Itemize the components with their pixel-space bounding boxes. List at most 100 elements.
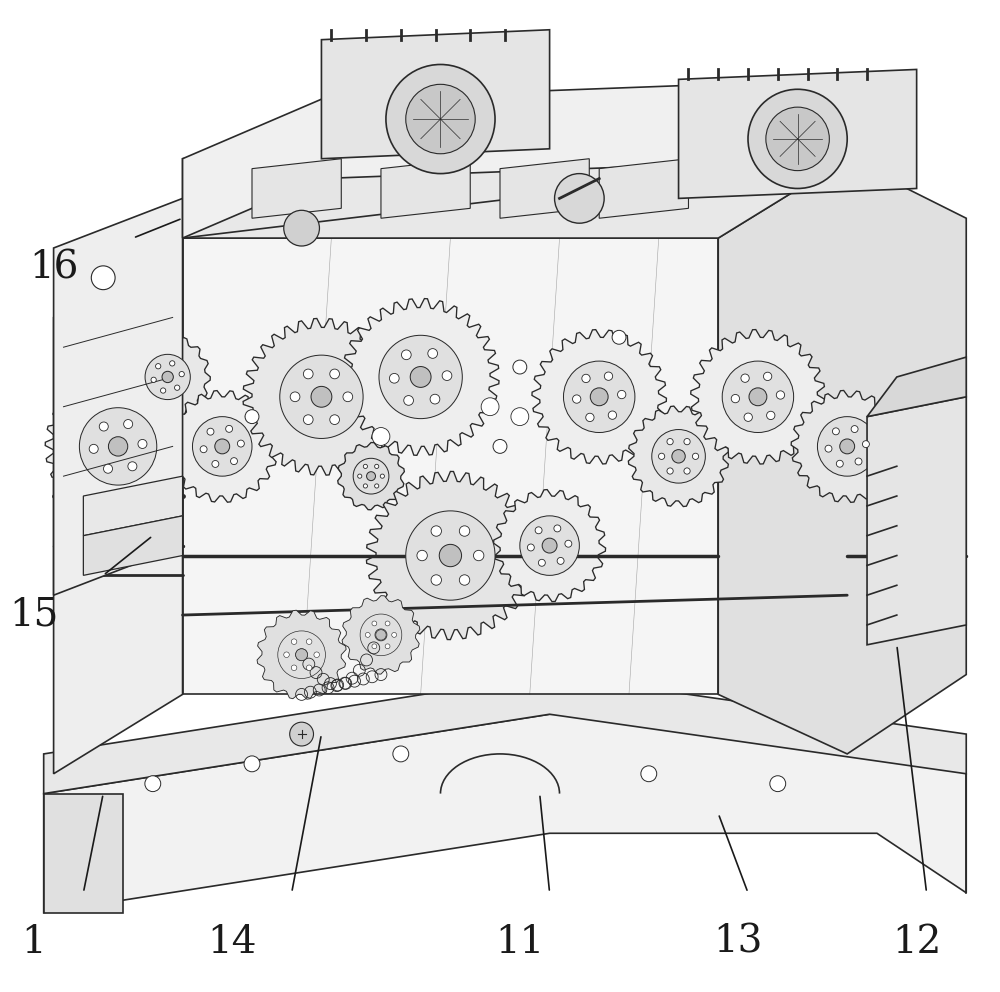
Circle shape [459,526,470,537]
Circle shape [840,438,855,454]
Circle shape [226,426,233,433]
Circle shape [417,551,427,560]
Circle shape [439,545,462,566]
Polygon shape [342,595,420,675]
Circle shape [358,474,362,478]
Circle shape [473,551,484,560]
Circle shape [365,633,370,637]
Circle shape [89,444,98,453]
Circle shape [493,439,507,453]
Polygon shape [44,714,966,913]
Circle shape [372,621,377,626]
Polygon shape [867,357,966,417]
Circle shape [372,644,377,649]
Circle shape [314,652,319,658]
Text: 15: 15 [9,596,58,634]
Polygon shape [183,79,847,238]
Circle shape [513,360,527,374]
Circle shape [431,526,441,537]
Circle shape [306,665,312,671]
Polygon shape [83,516,183,575]
Text: 12: 12 [892,924,941,961]
Polygon shape [366,471,534,640]
Polygon shape [83,476,183,536]
Polygon shape [44,675,966,794]
Circle shape [511,408,529,426]
Text: 11: 11 [495,924,544,961]
Circle shape [692,453,699,459]
Polygon shape [628,406,729,507]
Circle shape [749,388,767,406]
Circle shape [175,385,180,390]
Circle shape [431,574,441,585]
Circle shape [684,468,690,474]
Circle shape [555,174,604,223]
Circle shape [612,330,626,344]
Polygon shape [183,79,847,238]
Circle shape [608,411,617,420]
Polygon shape [691,329,825,464]
Circle shape [353,458,389,494]
Circle shape [280,355,363,438]
Circle shape [179,371,184,377]
Polygon shape [125,334,210,420]
Circle shape [245,410,259,424]
Circle shape [672,449,685,463]
Text: 1: 1 [21,924,46,961]
Circle shape [770,776,786,792]
Polygon shape [500,159,589,218]
Polygon shape [679,69,917,198]
Circle shape [212,460,219,467]
Circle shape [582,374,590,383]
Circle shape [290,722,314,746]
Circle shape [296,649,308,661]
Circle shape [284,210,319,246]
Polygon shape [54,198,183,595]
Circle shape [741,374,749,382]
Circle shape [215,438,230,454]
Circle shape [363,484,367,488]
Circle shape [542,538,557,554]
Circle shape [586,414,594,422]
Circle shape [618,391,626,399]
Circle shape [406,84,475,154]
Circle shape [145,776,161,792]
Circle shape [573,395,581,403]
Polygon shape [321,30,550,159]
Circle shape [290,392,300,402]
Circle shape [401,350,411,360]
Circle shape [744,413,752,422]
Circle shape [360,614,402,656]
Circle shape [520,516,579,575]
Circle shape [766,107,829,171]
Circle shape [684,438,690,444]
Circle shape [237,440,244,447]
Circle shape [767,412,775,420]
Circle shape [303,415,313,425]
Circle shape [103,464,113,473]
Circle shape [303,369,313,379]
Circle shape [404,396,413,406]
Circle shape [851,426,858,433]
Circle shape [375,464,379,468]
Circle shape [128,462,137,471]
Circle shape [652,430,705,483]
Circle shape [825,445,832,452]
Circle shape [538,559,545,566]
Polygon shape [243,318,400,475]
Polygon shape [342,299,499,455]
Circle shape [162,371,173,383]
Circle shape [367,471,376,480]
Circle shape [124,420,133,429]
Circle shape [406,511,495,600]
Circle shape [156,364,161,369]
Circle shape [379,335,462,419]
Circle shape [459,574,470,585]
Circle shape [363,464,367,468]
Circle shape [278,631,325,679]
Polygon shape [494,490,606,601]
Circle shape [590,388,608,406]
Polygon shape [532,329,666,464]
Circle shape [79,408,157,485]
Circle shape [386,64,495,174]
